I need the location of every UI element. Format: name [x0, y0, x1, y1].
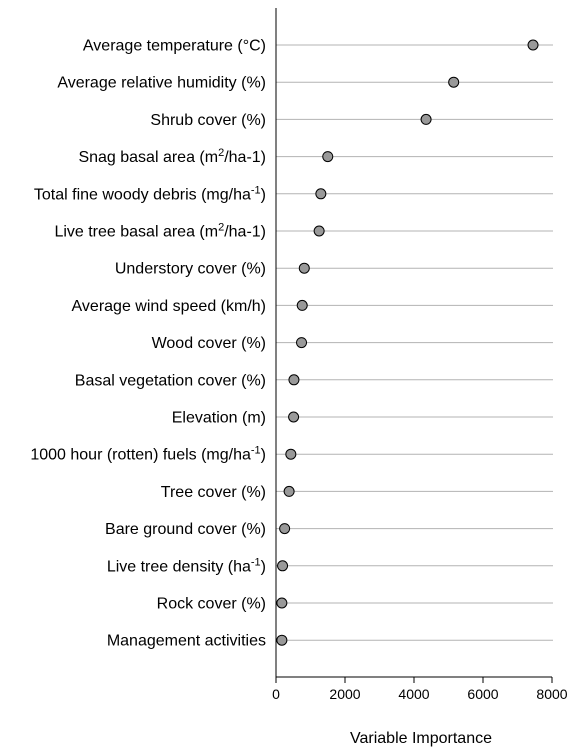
category-label-text: Live tree density (ha [107, 558, 251, 575]
category-label-text: 1000 hour (rotten) fuels (mg/ha [30, 447, 251, 464]
category-label-text: Understory cover (%) [115, 261, 266, 278]
category-label-text: Wood cover (%) [152, 335, 266, 352]
category-label: Understory cover (%) [115, 261, 266, 278]
category-label-text: Management activities [107, 633, 266, 650]
category-label-text: Rock cover (%) [157, 596, 266, 613]
category-label: Management activities [107, 633, 266, 650]
category-label: Shrub cover (%) [150, 112, 266, 129]
category-label: Live tree density (ha-1) [107, 556, 266, 575]
category-label-text: Elevation (m) [172, 410, 266, 427]
category-label-text: Shrub cover (%) [150, 112, 266, 129]
category-label-tail: /ha-1) [224, 224, 266, 241]
category-label: Average relative humidity (%) [57, 75, 266, 92]
category-label-text: Average wind speed (km/h) [72, 298, 266, 315]
category-label-text: Average temperature (°C) [83, 38, 266, 55]
data-point [313, 225, 325, 237]
data-point [277, 560, 289, 572]
data-point [448, 76, 460, 88]
data-point [279, 523, 291, 535]
category-label: Basal vegetation cover (%) [75, 372, 266, 389]
data-points [276, 39, 539, 646]
data-point [296, 299, 308, 311]
category-label: Elevation (m) [172, 410, 266, 427]
category-label: Total fine woody debris (mg/ha-1) [34, 184, 266, 203]
x-tick-label: 4000 [398, 686, 429, 702]
category-label-text: Total fine woody debris (mg/ha [34, 186, 251, 203]
category-label-text: Basal vegetation cover (%) [75, 372, 266, 389]
category-label-superscript: 2 [218, 147, 224, 159]
x-tick-label: 0 [272, 686, 280, 702]
data-point [288, 411, 300, 423]
x-axis-ticks: 0 2000 4000 6000 8000 [272, 677, 568, 702]
data-point [527, 39, 539, 51]
data-point [276, 597, 288, 609]
category-label-superscript: -1 [251, 556, 261, 568]
data-point [283, 485, 295, 497]
category-label: Rock cover (%) [157, 596, 266, 613]
category-label-superscript: -1 [251, 445, 261, 457]
category-label-tail: ) [261, 558, 266, 575]
data-point [296, 337, 308, 349]
category-label-tail: /ha-1) [224, 149, 266, 166]
data-point [420, 113, 432, 125]
data-point [288, 374, 300, 386]
category-label-text: Snag basal area (m [78, 149, 218, 166]
category-label-superscript: 2 [218, 222, 224, 234]
category-label: Average wind speed (km/h) [72, 298, 266, 315]
category-label: Average temperature (°C) [83, 38, 266, 55]
category-label: 1000 hour (rotten) fuels (mg/ha-1) [30, 445, 266, 464]
category-label: Snag basal area (m2/ha-1) [78, 147, 266, 166]
category-label-text: Live tree basal area (m [54, 224, 218, 241]
data-point [285, 448, 297, 460]
category-label-text: Bare ground cover (%) [105, 521, 266, 538]
x-tick-label: 6000 [467, 686, 498, 702]
data-point [298, 262, 310, 274]
category-labels: Average temperature (°C) Average relative… [30, 38, 266, 650]
category-label-tail: ) [261, 186, 266, 203]
category-label: Tree cover (%) [161, 484, 266, 501]
x-axis-title: Variable Importance [350, 730, 492, 747]
category-label-tail: ) [261, 447, 266, 464]
data-point [322, 151, 334, 163]
category-label-superscript: -1 [251, 184, 261, 196]
data-point [276, 634, 288, 646]
x-tick-label: 2000 [329, 686, 360, 702]
grid-lines [276, 44, 553, 641]
category-label: Live tree basal area (m2/ha-1) [54, 222, 266, 241]
category-label-text: Tree cover (%) [161, 484, 266, 501]
data-point [315, 188, 327, 200]
category-label: Wood cover (%) [152, 335, 266, 352]
category-label: Bare ground cover (%) [105, 521, 266, 538]
category-label-text: Average relative humidity (%) [57, 75, 266, 92]
x-tick-label: 8000 [536, 686, 567, 702]
